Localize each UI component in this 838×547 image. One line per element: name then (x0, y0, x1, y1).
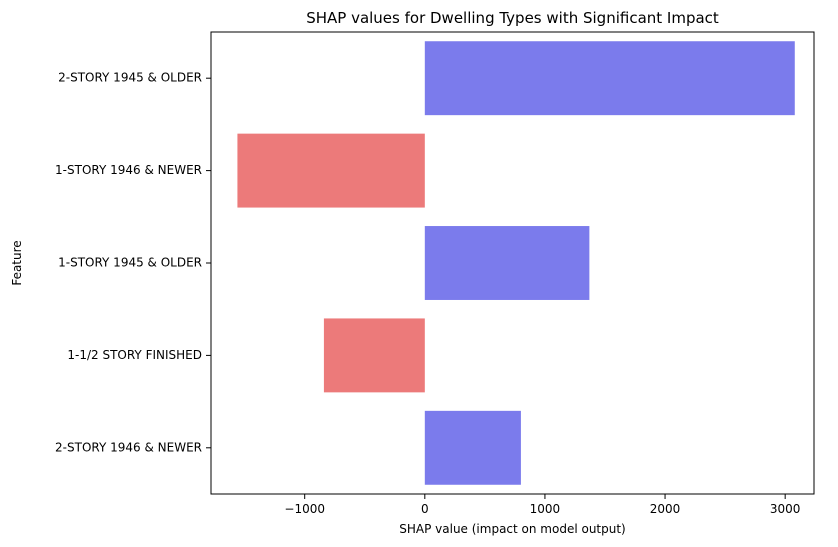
x-tick-label: 2000 (650, 502, 681, 516)
y-tick-label: 2-STORY 1946 & NEWER (55, 440, 202, 454)
chart-title: SHAP values for Dwelling Types with Sign… (306, 9, 719, 27)
y-axis-label: Feature (10, 240, 24, 285)
x-tick-label: 3000 (770, 502, 801, 516)
y-tick-label: 1-1/2 STORY FINISHED (67, 348, 202, 362)
plot-frame (210, 31, 815, 495)
x-tick-label: 1000 (530, 502, 561, 516)
y-tick-label: 1-STORY 1945 & OLDER (58, 256, 202, 270)
bars-group (237, 41, 795, 485)
bar-1 (424, 41, 795, 116)
x-axis-ticks: −1000 0 1000 2000 3000 (284, 494, 800, 516)
x-tick-label: 0 (421, 502, 429, 516)
bar-3 (424, 226, 590, 300)
y-tick-label: 2-STORY 1945 & OLDER (58, 71, 202, 85)
bar-5 (424, 410, 521, 485)
x-tick-label: −1000 (284, 502, 325, 516)
y-axis-ticks: 2-STORY 1945 & OLDER 1-STORY 1946 & NEWER… (55, 71, 211, 454)
y-tick-label: 1-STORY 1946 & NEWER (55, 163, 202, 177)
bar-2 (237, 133, 425, 208)
x-axis-label: SHAP value (impact on model output) (399, 522, 626, 536)
bar-4 (323, 318, 425, 393)
